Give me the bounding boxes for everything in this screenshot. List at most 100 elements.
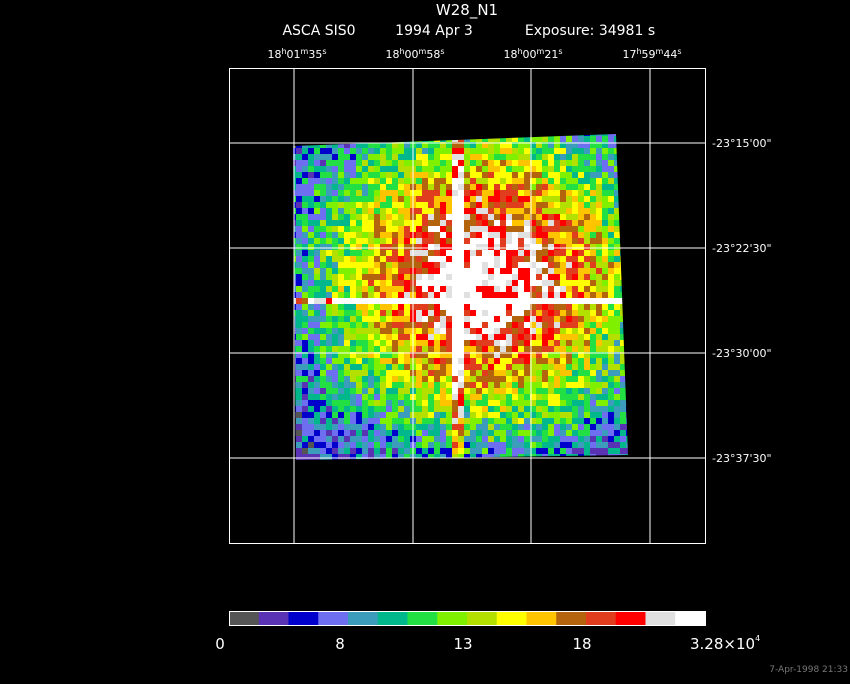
- pixel: [626, 400, 628, 406]
- pixel: [302, 190, 308, 196]
- pixel: [452, 232, 458, 238]
- pixel: [332, 208, 338, 214]
- pixel: [608, 364, 614, 370]
- pixel: [494, 412, 500, 418]
- pixel: [362, 352, 368, 358]
- pixel: [368, 352, 374, 358]
- pixel: [446, 178, 452, 184]
- pixel: [506, 340, 512, 346]
- pixel: [368, 286, 374, 292]
- pixel: [374, 154, 380, 160]
- pixel: [542, 370, 548, 376]
- pixel: [500, 196, 506, 202]
- pixel: [350, 148, 356, 154]
- pixel: [398, 196, 404, 202]
- pixel: [560, 424, 566, 430]
- pixel: [386, 388, 392, 394]
- pixel: [626, 460, 632, 466]
- pixel: [488, 334, 494, 340]
- pixel: [608, 136, 614, 142]
- pixel: [398, 346, 404, 352]
- pixel: [578, 358, 584, 364]
- pixel: [398, 460, 404, 466]
- pixel: [530, 388, 536, 394]
- pixel: [452, 412, 458, 418]
- pixel: [392, 304, 398, 310]
- pixel: [554, 250, 560, 256]
- pixel: [398, 418, 404, 424]
- pixel: [428, 262, 434, 268]
- pixel: [326, 190, 332, 196]
- colorbar-segment: [675, 611, 706, 625]
- pixel: [302, 370, 308, 376]
- pixel: [596, 310, 602, 316]
- pixel: [626, 256, 628, 262]
- pixel: [470, 394, 476, 400]
- pixel: [572, 442, 578, 448]
- pixel: [362, 358, 368, 364]
- pixel: [374, 394, 380, 400]
- pixel: [524, 148, 530, 154]
- pixel: [608, 340, 614, 346]
- pixel: [626, 202, 628, 208]
- pixel: [332, 286, 338, 292]
- pixel: [314, 208, 320, 214]
- pixel: [434, 214, 440, 220]
- pixel: [440, 430, 446, 436]
- pixel: [440, 160, 446, 166]
- pixel: [572, 148, 578, 154]
- pixel: [608, 178, 614, 184]
- pixel: [434, 256, 440, 262]
- pixel: [374, 208, 380, 214]
- pixel: [572, 388, 578, 394]
- pixel: [380, 262, 386, 268]
- pixel: [536, 358, 542, 364]
- pixel: [482, 136, 488, 142]
- pixel: [380, 196, 386, 202]
- pixel: [458, 442, 464, 448]
- pixel: [560, 154, 566, 160]
- pixel: [356, 232, 362, 238]
- pixel: [620, 280, 626, 286]
- pixel: [554, 274, 560, 280]
- pixel: [590, 304, 596, 310]
- pixel: [542, 316, 548, 322]
- pixel: [560, 376, 566, 382]
- pixel: [620, 400, 626, 406]
- pixel: [512, 220, 518, 226]
- pixel: [512, 160, 518, 166]
- pixel: [398, 154, 404, 160]
- pixel: [380, 286, 386, 292]
- pixel: [476, 388, 482, 394]
- pixel: [380, 166, 386, 172]
- pixel: [440, 202, 446, 208]
- pixel: [428, 178, 434, 184]
- pixel: [308, 250, 314, 256]
- pixel: [422, 178, 428, 184]
- pixel: [326, 268, 332, 274]
- pixel: [308, 280, 314, 286]
- pixel: [554, 292, 560, 298]
- pixel: [530, 334, 536, 340]
- pixel: [302, 268, 308, 274]
- pixel: [626, 268, 628, 274]
- pixel: [470, 250, 476, 256]
- pixel: [614, 184, 620, 190]
- pixel: [596, 256, 602, 262]
- pixel: [344, 292, 350, 298]
- pixel: [398, 232, 404, 238]
- pixel: [422, 202, 428, 208]
- pixel: [488, 190, 494, 196]
- pixel: [560, 226, 566, 232]
- pixel: [584, 256, 590, 262]
- pixel: [614, 388, 620, 394]
- pixel: [380, 364, 386, 370]
- pixel: [422, 256, 428, 262]
- pixel: [356, 214, 362, 220]
- pixel: [494, 442, 500, 448]
- pixel: [596, 382, 602, 388]
- pixel: [512, 346, 518, 352]
- pixel: [296, 136, 302, 142]
- pixel: [428, 154, 434, 160]
- pixel: [362, 226, 368, 232]
